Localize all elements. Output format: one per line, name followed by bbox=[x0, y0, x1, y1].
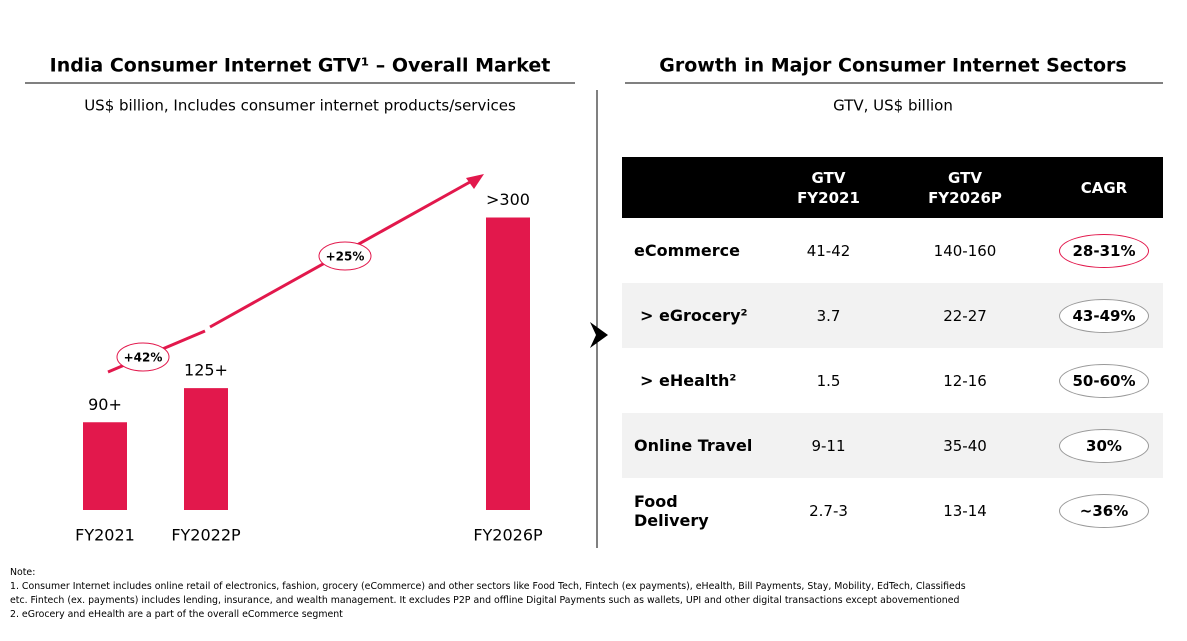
header-row: GTV FY2021 GTV FY2026P CAGR bbox=[622, 157, 1163, 218]
table-body: eCommerce 41-42 140-160 28-31% > eGrocery² 3.… bbox=[622, 218, 1163, 543]
row-label: > eGrocery² bbox=[640, 306, 748, 325]
cagr-pill: 28-31% bbox=[1059, 233, 1149, 268]
table-cell: 35-40 bbox=[885, 413, 1045, 478]
table-cell: 9-11 bbox=[772, 413, 885, 478]
x-tick-label: FY2022P bbox=[171, 526, 241, 545]
note-heading: Note: bbox=[10, 567, 36, 578]
bar-chart: +42% +25% 90+ FY2021 125+ FY2022P >300 FY2026… bbox=[75, 174, 543, 545]
table-row: eCommerce 41-42 140-160 28-31% bbox=[622, 218, 1163, 283]
note-line: etc. Fintech (ex. payments) includes len… bbox=[10, 595, 960, 606]
sector-table: GTV FY2021 GTV FY2026P CAGR eCommerce 41-… bbox=[622, 157, 1163, 543]
table-cell: Online Travel bbox=[622, 413, 772, 478]
table-row: > eHealth² 1.5 12-16 50-60% bbox=[622, 348, 1163, 413]
note-line: 1. Consumer Internet includes online ret… bbox=[10, 581, 966, 592]
row-label: eCommerce bbox=[634, 241, 741, 260]
table-cell: 140-160 bbox=[933, 241, 997, 260]
row-label: Online Travel bbox=[634, 436, 753, 455]
chart-title: India Consumer Internet GTV¹ – Overall M… bbox=[50, 55, 551, 77]
table-cell: 1.5 bbox=[816, 371, 841, 390]
table-title: Growth in Major Consumer Internet Sector… bbox=[659, 55, 1126, 77]
table-cell: ~36% bbox=[1045, 478, 1163, 543]
header-cell bbox=[622, 157, 772, 218]
table-cell: eCommerce bbox=[622, 218, 772, 283]
annotation-bubble bbox=[116, 342, 170, 372]
table-row: Food Delivery 2.7-3 13-14 ~36% bbox=[622, 478, 1163, 543]
x-tick-label: FY2021 bbox=[75, 526, 135, 545]
cagr-pill: ~36% bbox=[1059, 493, 1149, 528]
cagr-pill: 30% bbox=[1059, 428, 1149, 463]
header-cell: GTV FY2021 bbox=[772, 157, 885, 218]
x-tick-label: FY2026P bbox=[473, 526, 543, 545]
table-row: > eGrocery² 3.7 22-27 43-49% bbox=[622, 283, 1163, 348]
table-cell: 28-31% bbox=[1045, 218, 1163, 283]
header-cell: CAGR bbox=[1045, 157, 1163, 218]
bar bbox=[184, 388, 228, 510]
table-cell: 2.7-3 bbox=[809, 501, 848, 520]
table-cell: 3.7 bbox=[772, 283, 885, 348]
table-cell: 30% bbox=[1045, 413, 1163, 478]
bar bbox=[486, 217, 530, 510]
table-cell: 43-49% bbox=[1045, 283, 1163, 348]
value-label: >300 bbox=[486, 190, 530, 209]
table-cell: 41-42 bbox=[806, 241, 851, 260]
table-cell: 22-27 bbox=[885, 283, 1045, 348]
row-label: Food Delivery bbox=[634, 491, 709, 530]
note-line: 2. eGrocery and eHealth are a part of th… bbox=[10, 609, 343, 620]
table-cell: > eHealth² bbox=[622, 348, 772, 413]
table-cell: 12-16 bbox=[943, 371, 987, 390]
table-cell: Food Delivery bbox=[622, 478, 772, 543]
table-row: Online Travel 9-11 35-40 30% bbox=[622, 413, 1163, 478]
table-cell: > eGrocery² bbox=[622, 283, 772, 348]
notes: Note: 1. Consumer Internet includes onli… bbox=[10, 566, 966, 622]
chart-subtitle: US$ billion, Includes consumer internet … bbox=[84, 97, 516, 115]
value-label: 90+ bbox=[88, 395, 122, 414]
chevron bbox=[590, 322, 608, 348]
arrow-head bbox=[466, 174, 484, 189]
header-text: GTV FY2021 bbox=[797, 168, 860, 207]
value-label: 125+ bbox=[184, 361, 228, 380]
header-cell: GTV FY2026P bbox=[885, 157, 1045, 218]
annotation-bubble bbox=[318, 241, 372, 271]
cagr-pill: 50-60% bbox=[1059, 363, 1149, 398]
header-text: GTV FY2026P bbox=[928, 168, 1002, 207]
annotation: +42% bbox=[124, 351, 163, 365]
table-subtitle: GTV, US$ billion bbox=[833, 97, 953, 115]
table-cell: 13-14 bbox=[943, 501, 987, 520]
table-cell: 50-60% bbox=[1045, 348, 1163, 413]
row-label: > eHealth² bbox=[640, 371, 737, 390]
bar bbox=[83, 422, 127, 510]
annotation: +25% bbox=[326, 250, 365, 264]
cagr-pill: 43-49% bbox=[1059, 298, 1149, 333]
